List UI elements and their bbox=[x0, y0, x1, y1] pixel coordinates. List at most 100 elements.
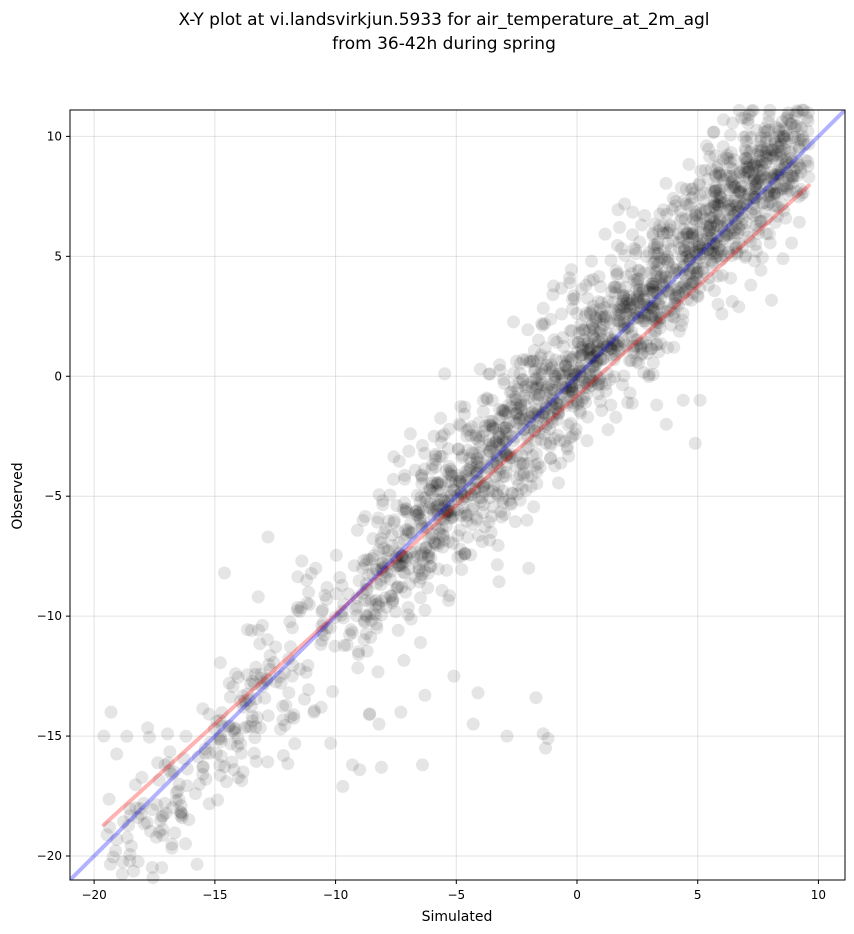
data-point bbox=[745, 104, 758, 118]
data-point bbox=[657, 279, 671, 293]
data-point bbox=[462, 422, 476, 436]
data-point bbox=[693, 238, 707, 252]
data-point bbox=[550, 396, 564, 410]
data-point bbox=[385, 528, 399, 542]
data-point bbox=[574, 318, 588, 332]
data-point bbox=[563, 276, 577, 290]
data-point bbox=[309, 561, 323, 575]
data-point bbox=[760, 124, 774, 138]
data-point bbox=[485, 414, 499, 428]
data-point bbox=[748, 179, 762, 193]
data-point bbox=[250, 711, 264, 724]
data-point bbox=[644, 342, 658, 356]
data-point bbox=[685, 240, 698, 254]
data-point bbox=[415, 471, 429, 485]
data-point bbox=[648, 310, 662, 324]
data-point bbox=[402, 562, 415, 576]
data-point bbox=[615, 242, 629, 255]
data-point bbox=[791, 132, 805, 146]
data-point bbox=[492, 412, 506, 426]
data-point bbox=[253, 637, 267, 651]
data-point bbox=[706, 211, 720, 225]
data-point bbox=[475, 535, 489, 548]
data-point bbox=[499, 420, 513, 434]
data-point bbox=[760, 142, 774, 156]
data-point bbox=[454, 487, 467, 501]
data-point bbox=[681, 227, 695, 241]
data-point bbox=[696, 233, 710, 247]
data-point bbox=[452, 417, 466, 431]
data-point bbox=[701, 243, 715, 256]
data-point bbox=[219, 775, 233, 789]
data-point bbox=[653, 207, 667, 221]
data-point bbox=[517, 389, 531, 403]
data-point bbox=[374, 594, 388, 608]
data-point bbox=[598, 301, 612, 314]
data-point bbox=[495, 403, 509, 417]
data-point bbox=[562, 449, 576, 463]
data-point bbox=[618, 197, 632, 211]
data-point bbox=[567, 371, 580, 385]
data-point bbox=[504, 496, 518, 510]
data-point bbox=[762, 109, 776, 123]
data-point bbox=[655, 277, 669, 291]
data-point bbox=[196, 702, 210, 716]
data-point bbox=[591, 387, 605, 401]
data-point bbox=[742, 165, 756, 179]
data-point bbox=[234, 737, 248, 751]
data-point bbox=[454, 419, 468, 433]
data-point bbox=[469, 428, 483, 442]
data-point bbox=[428, 453, 442, 467]
data-point bbox=[656, 300, 670, 314]
data-point bbox=[744, 206, 758, 220]
data-point bbox=[156, 829, 170, 842]
data-point bbox=[589, 357, 603, 371]
data-point bbox=[123, 854, 137, 868]
data-point bbox=[705, 258, 719, 272]
data-point bbox=[482, 515, 496, 529]
data-point bbox=[527, 500, 541, 514]
data-point bbox=[350, 609, 364, 623]
data-point bbox=[440, 503, 453, 517]
data-point bbox=[703, 220, 717, 234]
data-point bbox=[590, 312, 604, 325]
data-point bbox=[721, 203, 734, 217]
data-point bbox=[482, 434, 496, 448]
data-point bbox=[611, 339, 625, 353]
data-point bbox=[782, 113, 796, 127]
data-point bbox=[616, 288, 630, 302]
data-point bbox=[748, 209, 762, 223]
data-point bbox=[698, 186, 712, 200]
data-point bbox=[796, 129, 809, 143]
data-point bbox=[732, 300, 746, 314]
data-point bbox=[716, 179, 730, 193]
data-point bbox=[560, 440, 574, 453]
data-point bbox=[334, 608, 348, 622]
data-point bbox=[532, 426, 546, 440]
data-point bbox=[395, 580, 409, 594]
data-point bbox=[650, 269, 664, 283]
data-point bbox=[438, 500, 452, 513]
data-point bbox=[418, 462, 432, 476]
data-point bbox=[666, 261, 680, 275]
data-point bbox=[593, 303, 607, 316]
data-point bbox=[540, 400, 554, 414]
data-point bbox=[281, 757, 295, 771]
data-point bbox=[783, 184, 797, 198]
data-point bbox=[737, 170, 751, 184]
data-point bbox=[440, 506, 453, 520]
data-point bbox=[377, 565, 390, 579]
data-point bbox=[103, 820, 117, 834]
data-point bbox=[453, 476, 467, 490]
data-point bbox=[551, 402, 565, 416]
data-point bbox=[531, 355, 545, 369]
data-point bbox=[527, 354, 540, 368]
data-point bbox=[772, 167, 786, 181]
data-point bbox=[497, 445, 511, 459]
data-point bbox=[743, 158, 757, 172]
data-point bbox=[580, 434, 594, 448]
data-point bbox=[595, 307, 609, 321]
data-point bbox=[435, 429, 449, 443]
data-point bbox=[661, 226, 675, 240]
data-point bbox=[734, 201, 748, 215]
